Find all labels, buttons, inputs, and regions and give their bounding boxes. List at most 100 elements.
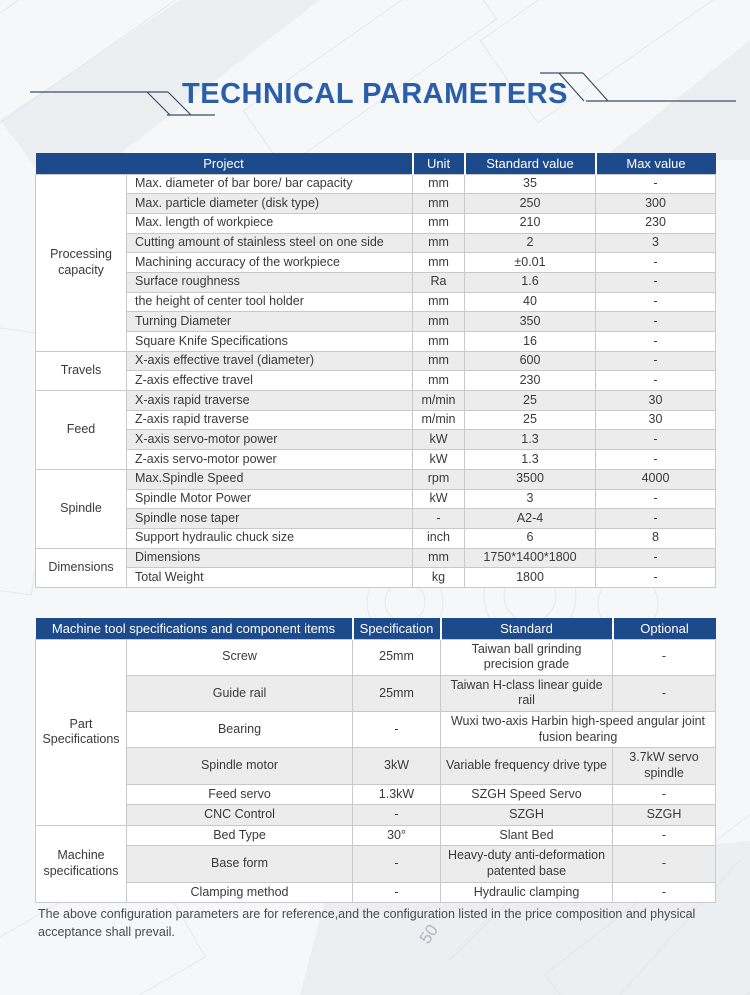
parameter-name: Cutting amount of stainless steel on one… bbox=[126, 232, 413, 254]
optional-value: - bbox=[612, 638, 717, 676]
parameters-table-header: Project Unit Standard value Max value bbox=[35, 153, 716, 174]
unit-value: mm bbox=[412, 173, 465, 195]
parameter-name: Z-axis effective travel bbox=[126, 370, 413, 392]
parameter-name: Z-axis rapid traverse bbox=[126, 409, 413, 431]
table-row: Support hydraulic chuck size inch 6 8 bbox=[36, 527, 716, 549]
unit-value: mm bbox=[412, 547, 465, 569]
column-header: Specification bbox=[352, 618, 442, 639]
specification-value: 25mm bbox=[352, 638, 442, 676]
parameter-name: Spindle nose taper bbox=[126, 508, 413, 529]
table-row: Base form - Heavy-duty anti-deformation pa… bbox=[36, 845, 717, 883]
optional-value: - bbox=[612, 824, 717, 847]
table-row: Total Weight kg 1800- bbox=[36, 567, 716, 588]
table-row: X-axis servo-motor power kW 1.3- bbox=[36, 429, 716, 451]
header-row: Machine tool specifications and componen… bbox=[35, 618, 716, 639]
unit-value: mm bbox=[412, 212, 465, 234]
parameter-name: Max.Spindle Speed bbox=[126, 468, 413, 490]
parameters-table-body: Processing capacity Max. diameter of bar … bbox=[35, 173, 716, 588]
specification-value: - bbox=[352, 804, 442, 826]
specification-value: 30° bbox=[352, 824, 442, 847]
standard-value: 230 bbox=[464, 370, 596, 392]
component-name: Feed servo bbox=[125, 783, 354, 806]
unit-value: kW bbox=[412, 488, 465, 510]
table-row: Spindle nose taper - A2-4- bbox=[36, 508, 716, 529]
column-header: Unit bbox=[412, 153, 466, 174]
optional-value: - bbox=[612, 845, 717, 883]
table-row: the height of center tool holder mm 40- bbox=[36, 291, 716, 313]
section-label: Processing capacity bbox=[35, 173, 127, 352]
standard-value: 25 bbox=[464, 409, 596, 431]
standard-value: 2 bbox=[464, 232, 596, 254]
standard-value: 1.3 bbox=[464, 429, 596, 451]
unit-value: m/min bbox=[412, 390, 465, 411]
unit-value: mm bbox=[412, 370, 465, 392]
standard-value: Wuxi two-axis Harbin high-speed angular … bbox=[440, 710, 717, 749]
table-row: Surface roughness Ra 1.6- bbox=[36, 271, 716, 293]
table-row: Z-axis rapid traverse m/min 25 30 bbox=[36, 409, 716, 431]
column-header: Max value bbox=[595, 153, 716, 174]
table-row: Bearing - Wuxi two-axis Harbin high-speed … bbox=[36, 710, 717, 749]
parameter-name: X-axis servo-motor power bbox=[126, 429, 413, 451]
parameter-name: Max. length of workpiece bbox=[126, 212, 413, 234]
unit-value: kW bbox=[412, 449, 465, 470]
unit-value: mm bbox=[412, 252, 465, 273]
standard-value: 1.6 bbox=[464, 271, 596, 293]
component-name: Base form bbox=[125, 845, 354, 883]
standard-value: Slant Bed bbox=[440, 824, 614, 847]
table-row: Feed servo 1.3kW SZGH Speed Servo - bbox=[36, 783, 717, 806]
specification-value: 3kW bbox=[352, 747, 442, 785]
standard-value: ±0.01 bbox=[464, 252, 596, 273]
standard-value: 600 bbox=[464, 350, 596, 372]
unit-value: m/min bbox=[412, 409, 465, 431]
standard-value: SZGH bbox=[440, 804, 614, 826]
parameter-name: Max. particle diameter (disk type) bbox=[126, 193, 413, 214]
standard-value: 6 bbox=[464, 527, 596, 549]
section-label: Travels bbox=[35, 350, 127, 392]
table-row: Processing capacity Max. diameter of bar … bbox=[35, 173, 716, 352]
table-row: Spindle Max.Spindle Speed rpm 3500 4000 bbox=[35, 468, 716, 549]
table-row: Feed X-axis rapid traverse m/min 25 30 bbox=[35, 390, 716, 470]
parameter-name: Surface roughness bbox=[126, 271, 413, 293]
components-table-body: Part Specifications Screw 25mm Taiwan ball … bbox=[35, 638, 717, 904]
unit-value: - bbox=[412, 508, 465, 529]
standard-value: 40 bbox=[464, 291, 596, 313]
specification-value: 25mm bbox=[352, 674, 442, 713]
max-value: 30 bbox=[595, 409, 716, 431]
max-value: - bbox=[595, 508, 716, 529]
header-row: Project Unit Standard value Max value bbox=[35, 153, 716, 174]
max-value: - bbox=[595, 271, 716, 293]
optional-value: SZGH bbox=[612, 804, 717, 826]
max-value: 300 bbox=[595, 193, 716, 214]
component-name: Bearing bbox=[125, 710, 354, 749]
title-section: TECHNICAL PARAMETERS bbox=[0, 62, 750, 124]
section-label: Feed bbox=[35, 390, 127, 470]
component-name: CNC Control bbox=[125, 804, 354, 826]
section-label: Part Specifications bbox=[35, 638, 127, 826]
standard-value: Heavy-duty anti-deformation patented bas… bbox=[440, 845, 614, 883]
max-value: - bbox=[595, 547, 716, 569]
max-value: - bbox=[595, 567, 716, 588]
standard-value: 35 bbox=[464, 173, 596, 195]
table-row: Machining accuracy of the workpiece mm ±0.… bbox=[36, 252, 716, 273]
table-row: Clamping method - Hydraulic clamping - bbox=[36, 881, 717, 904]
standard-value: 25 bbox=[464, 390, 596, 411]
specification-value: 1.3kW bbox=[352, 783, 442, 806]
standard-value: 210 bbox=[464, 212, 596, 234]
parameter-name: Support hydraulic chuck size bbox=[126, 527, 413, 549]
standard-value: 1.3 bbox=[464, 449, 596, 470]
standard-value: 350 bbox=[464, 311, 596, 332]
title-decoration-left bbox=[30, 91, 215, 116]
table-row: Turning Diameter mm 350- bbox=[36, 311, 716, 332]
column-header: Optional bbox=[612, 618, 716, 639]
table-row: Part Specifications Screw 25mm Taiwan ball … bbox=[35, 638, 717, 826]
column-header: Standard bbox=[440, 618, 614, 639]
parameter-name: the height of center tool holder bbox=[126, 291, 413, 313]
max-value: - bbox=[595, 350, 716, 372]
table-row: Square Knife Specifications mm 16- bbox=[36, 331, 716, 352]
page-title: TECHNICAL PARAMETERS bbox=[182, 78, 568, 110]
standard-value: 3 bbox=[464, 488, 596, 510]
title-decoration bbox=[30, 72, 736, 116]
table-row: CNC Control - SZGH SZGH bbox=[36, 804, 717, 826]
standard-value: 1750*1400*1800 bbox=[464, 547, 596, 569]
optional-value: - bbox=[612, 674, 717, 713]
